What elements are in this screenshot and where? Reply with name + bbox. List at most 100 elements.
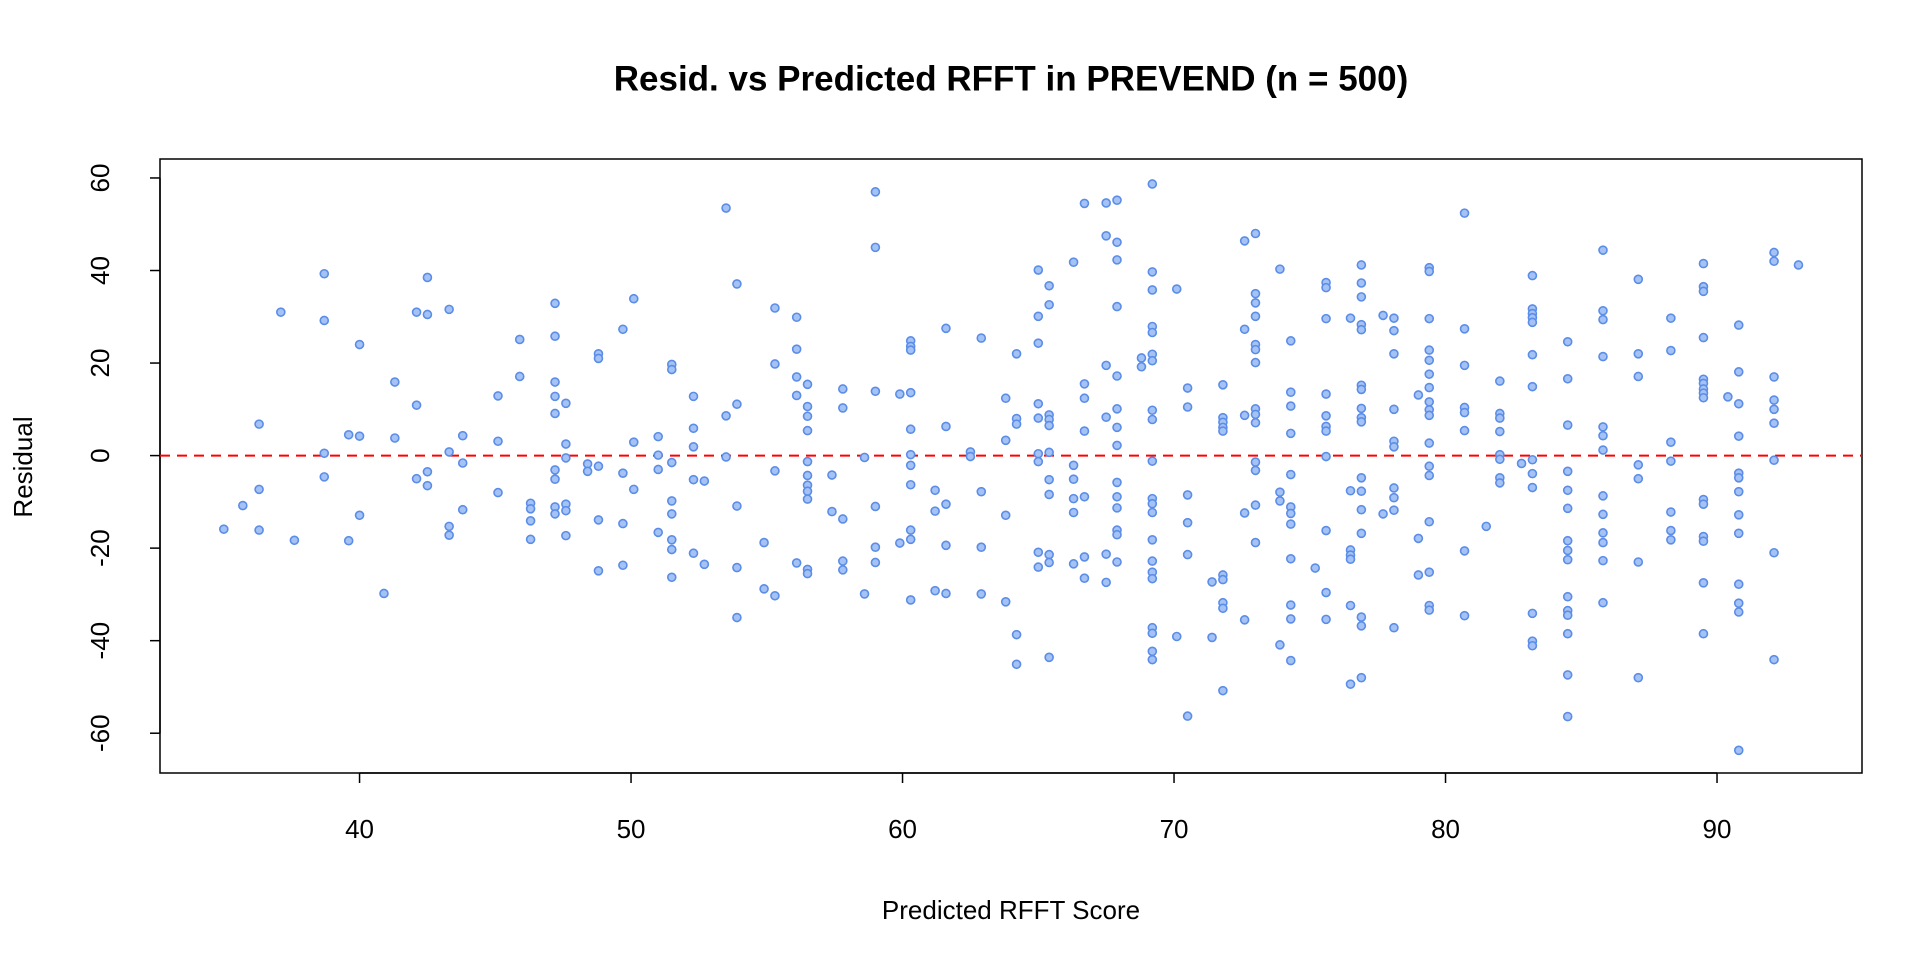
point: [1413, 390, 1424, 400]
point: [1413, 533, 1424, 544]
point: [1562, 336, 1573, 347]
point: [838, 556, 848, 566]
point: [1598, 445, 1608, 455]
point: [1239, 508, 1250, 518]
point: [802, 379, 813, 390]
point: [379, 588, 389, 599]
point: [411, 473, 422, 484]
point: [525, 534, 536, 545]
point: [457, 504, 468, 515]
point: [1101, 360, 1111, 371]
x-tick-label: 90: [1703, 814, 1732, 844]
point: [905, 424, 916, 435]
point: [1633, 557, 1644, 567]
point: [1733, 367, 1744, 377]
point: [1459, 324, 1470, 334]
point: [653, 431, 663, 442]
point: [593, 461, 604, 472]
point: [1598, 245, 1608, 255]
point: [1389, 483, 1399, 493]
point: [1562, 711, 1573, 722]
point: [1598, 422, 1608, 432]
point: [1275, 264, 1285, 274]
point: [1769, 372, 1779, 382]
point: [791, 344, 802, 354]
point: [1666, 507, 1676, 517]
point: [1733, 398, 1744, 409]
point: [354, 431, 365, 441]
point: [1345, 679, 1356, 689]
point: [1033, 547, 1044, 558]
point: [1147, 628, 1158, 639]
point: [1527, 270, 1538, 281]
y-tick-label: -60: [85, 714, 115, 752]
point: [254, 419, 264, 429]
point: [838, 565, 848, 575]
point: [1033, 311, 1044, 322]
point: [1389, 622, 1399, 633]
point: [1112, 195, 1122, 205]
point: [1527, 317, 1538, 328]
point: [1011, 659, 1022, 670]
point: [802, 486, 813, 497]
point: [1207, 632, 1217, 643]
point: [941, 588, 951, 599]
point: [1481, 521, 1492, 532]
point: [653, 464, 663, 475]
point: [444, 521, 454, 532]
point: [1424, 382, 1435, 393]
point: [895, 389, 905, 399]
point: [1250, 409, 1261, 420]
point: [411, 400, 422, 410]
point: [895, 538, 905, 548]
point: [870, 501, 881, 512]
point: [1356, 672, 1367, 683]
point: [1598, 528, 1608, 538]
point: [688, 441, 699, 452]
point: [1516, 458, 1527, 469]
point: [525, 503, 536, 514]
point: [319, 268, 330, 279]
point: [1424, 438, 1435, 448]
point: [1079, 573, 1090, 584]
point: [1033, 413, 1044, 423]
point: [732, 501, 742, 511]
point: [1275, 640, 1285, 650]
point: [1562, 628, 1573, 639]
point: [1321, 313, 1331, 324]
point: [838, 384, 848, 394]
point: [1044, 652, 1054, 663]
point: [628, 293, 639, 304]
point: [653, 450, 663, 460]
point: [905, 525, 916, 535]
y-tick-label: -20: [85, 529, 115, 567]
point: [1112, 237, 1122, 248]
point: [618, 468, 628, 478]
point: [1068, 460, 1079, 471]
point: [1633, 371, 1644, 382]
point: [1633, 274, 1644, 285]
point: [666, 364, 677, 375]
point: [1562, 503, 1573, 514]
point: [1044, 299, 1054, 310]
point: [1378, 509, 1388, 519]
point: [688, 474, 699, 485]
point: [1250, 500, 1261, 510]
point: [770, 590, 780, 601]
point: [1182, 517, 1193, 528]
point: [1733, 607, 1744, 617]
point: [1356, 528, 1367, 539]
point: [1378, 310, 1388, 321]
point: [354, 510, 365, 521]
point: [1698, 628, 1709, 639]
point: [759, 584, 769, 594]
x-tick-label: 60: [888, 814, 917, 844]
point: [1250, 457, 1261, 467]
point: [550, 465, 560, 475]
point: [859, 452, 870, 463]
point: [1356, 504, 1367, 515]
point: [1424, 567, 1435, 577]
point: [1666, 437, 1676, 447]
point: [1044, 420, 1054, 431]
